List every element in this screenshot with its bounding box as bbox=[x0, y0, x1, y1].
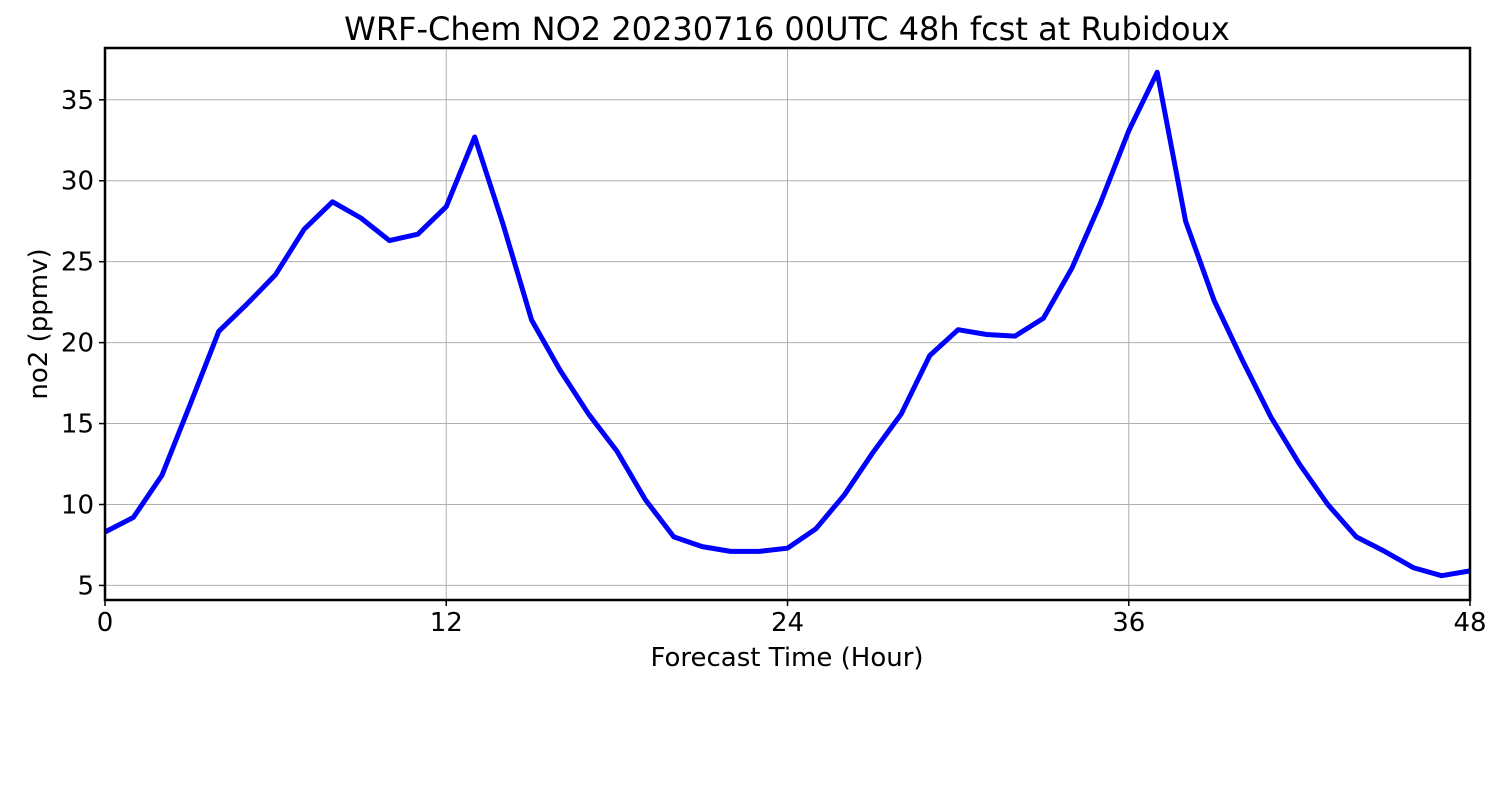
axis-ticks: 0 12 24 36 48 5 10 15 20 25 30 35 bbox=[61, 86, 1487, 638]
chart-title: WRF-Chem NO2 20230716 00UTC 48h fcst at … bbox=[344, 10, 1230, 48]
y-tick-label: 25 bbox=[61, 248, 94, 278]
grid bbox=[104, 48, 1471, 600]
x-tick-label: 12 bbox=[430, 608, 463, 638]
y-tick-label: 30 bbox=[61, 167, 94, 197]
x-axis-label: Forecast Time (Hour) bbox=[650, 643, 923, 673]
y-tick-label: 10 bbox=[61, 490, 94, 520]
y-tick-label: 20 bbox=[61, 329, 94, 359]
plot-frame bbox=[103, 46, 1472, 602]
x-tick-label: 48 bbox=[1453, 608, 1486, 638]
y-tick-label: 15 bbox=[61, 410, 94, 440]
x-tick-label: 24 bbox=[771, 608, 804, 638]
y-axis-label: no2 (ppmv) bbox=[24, 248, 54, 399]
y-tick-label: 35 bbox=[61, 86, 94, 116]
x-tick-label: 0 bbox=[97, 608, 114, 638]
y-tick-label: 5 bbox=[77, 571, 94, 601]
series-layer bbox=[103, 69, 1471, 579]
x-tick-label: 36 bbox=[1112, 608, 1145, 638]
